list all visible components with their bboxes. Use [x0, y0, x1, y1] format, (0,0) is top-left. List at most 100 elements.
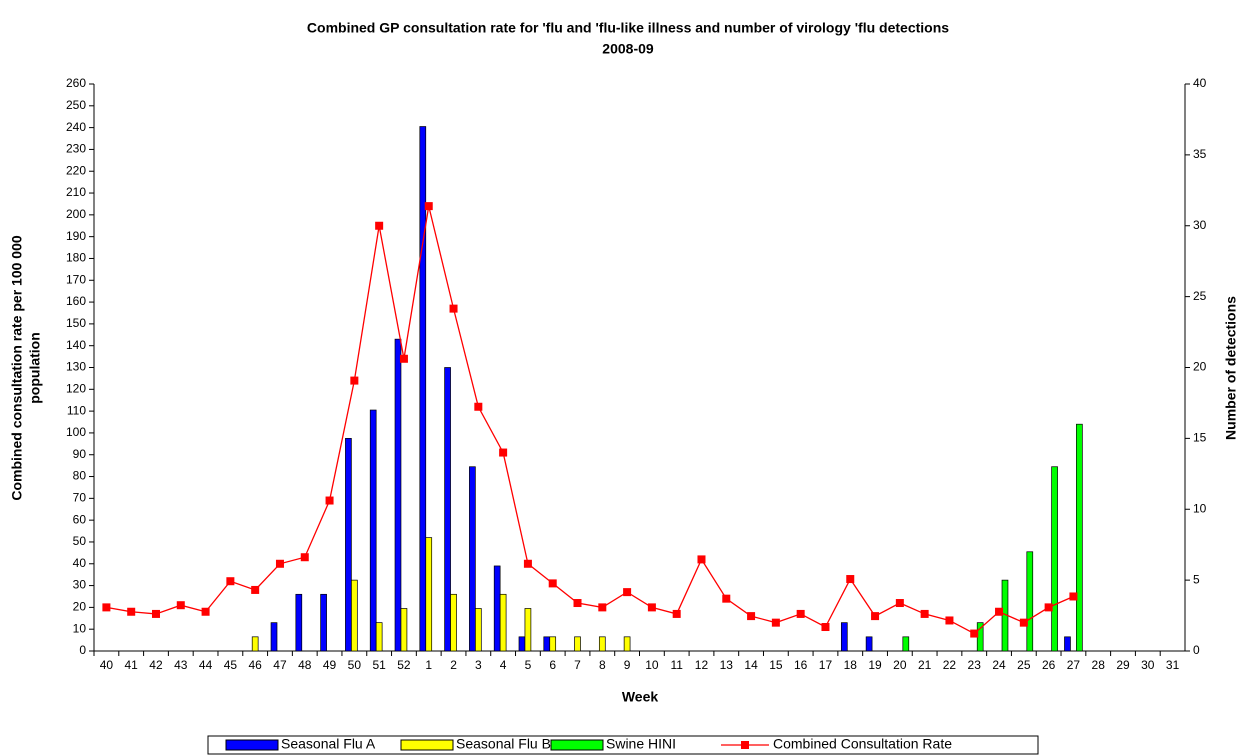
bar: [1026, 551, 1034, 652]
bar: [369, 409, 377, 652]
x-tick-label: 1: [425, 658, 432, 672]
line-marker: [796, 609, 805, 618]
bar: [1051, 466, 1058, 652]
line-marker: [201, 607, 210, 616]
line-marker: [226, 577, 235, 586]
x-tick-label: 28: [1092, 658, 1106, 672]
bar: [623, 636, 631, 652]
y-tick-label: 110: [67, 403, 86, 417]
y2-tick-label: 35: [1193, 147, 1207, 161]
x-tick-label: 24: [992, 658, 1006, 672]
y-tick-label: 190: [66, 229, 86, 243]
x-tick-label: 46: [248, 658, 262, 672]
line-marker: [474, 402, 483, 411]
line-marker: [424, 202, 433, 211]
bar: [400, 608, 408, 652]
y2-tick-label: 0: [1193, 643, 1200, 657]
x-tick-label: 3: [475, 658, 482, 672]
y-tick-label: 10: [73, 621, 87, 635]
line-marker: [945, 616, 954, 625]
line-marker: [102, 603, 111, 612]
legend-swatch: [550, 739, 604, 751]
y-tick-label: 120: [66, 381, 86, 395]
x-axis-label: Week: [622, 689, 659, 705]
x-tick-label: 26: [1042, 658, 1056, 672]
legend-label: Swine HINI: [606, 736, 676, 752]
line-marker: [1019, 618, 1028, 627]
bar: [345, 438, 352, 652]
y-tick-label: 240: [66, 120, 86, 134]
y-tick-label: 80: [73, 469, 87, 483]
bar: [499, 593, 507, 652]
line-marker: [846, 575, 855, 584]
x-tick-label: 52: [397, 658, 411, 672]
line-marker: [598, 603, 607, 612]
line-marker: [300, 553, 309, 562]
x-tick-label: 8: [599, 658, 606, 672]
y-tick-label: 0: [79, 643, 86, 657]
line-marker: [176, 601, 185, 610]
line-marker: [325, 496, 334, 505]
x-tick-label: 30: [1141, 658, 1155, 672]
line-marker: [771, 618, 780, 627]
x-tick-label: 50: [348, 658, 362, 672]
x-tick-label: 7: [574, 658, 581, 672]
y-tick-label: 90: [73, 447, 87, 461]
bar: [475, 608, 482, 652]
line-marker: [722, 594, 731, 603]
line-marker: [647, 603, 656, 612]
x-tick-label: 22: [943, 658, 957, 672]
line-marker: [399, 354, 408, 363]
legend-label: Combined Consultation Rate: [773, 736, 952, 752]
y-tick-label: 230: [66, 142, 86, 156]
line-marker: [251, 585, 260, 594]
x-tick-label: 13: [720, 658, 734, 672]
y-tick-label: 60: [73, 512, 87, 526]
y-tick-label: 40: [73, 556, 87, 570]
line-marker: [449, 304, 458, 313]
x-tick-label: 14: [744, 658, 758, 672]
x-tick-label: 18: [844, 658, 858, 672]
bar: [549, 636, 557, 652]
bar: [270, 622, 278, 652]
bar: [840, 622, 848, 652]
line-marker: [151, 609, 160, 618]
legend-swatch: [400, 739, 454, 751]
y-tick-label: 70: [73, 491, 87, 505]
line-marker: [697, 555, 706, 564]
bar: [469, 466, 476, 652]
x-tick-label: 41: [125, 658, 139, 672]
y-tick-label: 260: [66, 76, 86, 90]
y2-tick-label: 25: [1193, 289, 1207, 303]
x-tick-label: 45: [224, 658, 238, 672]
legend-swatch: [741, 741, 749, 749]
y-tick-label: 30: [73, 578, 87, 592]
line-marker: [523, 559, 532, 568]
x-tick-label: 5: [525, 658, 532, 672]
bar: [1064, 636, 1071, 652]
line-marker: [895, 599, 904, 608]
legend-label: Seasonal Flu B: [456, 736, 551, 752]
bar: [1076, 423, 1083, 652]
x-tick-label: 17: [819, 658, 833, 672]
x-tick-label: 40: [100, 658, 114, 672]
x-tick-label: 6: [549, 658, 556, 672]
x-tick-label: 9: [624, 658, 631, 672]
y2-tick-label: 15: [1193, 431, 1207, 445]
bar: [524, 608, 532, 652]
y-tick-label: 220: [66, 163, 86, 177]
x-tick-label: 42: [149, 658, 163, 672]
y2-tick-label: 5: [1193, 572, 1200, 586]
line-marker: [970, 629, 979, 638]
bar: [518, 636, 526, 652]
x-tick-label: 16: [794, 658, 808, 672]
y-axis-label: population: [27, 332, 43, 404]
bar: [865, 636, 873, 652]
line-marker: [747, 612, 756, 621]
chart-title: 2008-09: [602, 41, 654, 57]
bar: [444, 367, 451, 652]
x-tick-label: 19: [868, 658, 882, 672]
line-marker: [573, 599, 582, 608]
x-tick-label: 44: [199, 658, 213, 672]
